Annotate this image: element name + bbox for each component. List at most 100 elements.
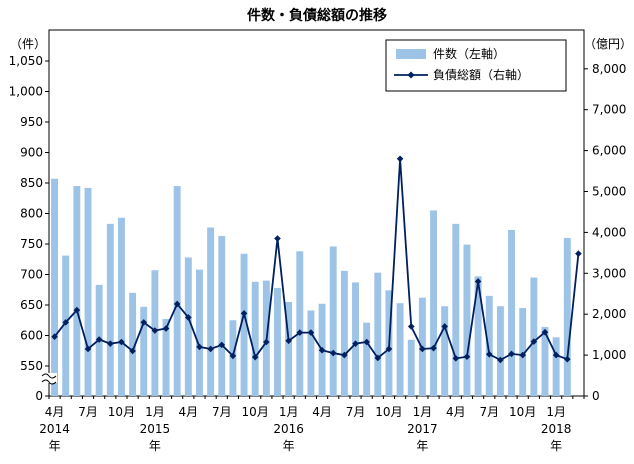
bar-count [452, 223, 460, 396]
line-point [229, 352, 237, 360]
x-tick-label: 7月 [479, 405, 499, 419]
right-axis-unit: （億円） [584, 37, 632, 51]
right-tick-label: 4,000 [592, 225, 626, 239]
line-point [73, 306, 81, 314]
line-point [519, 351, 526, 359]
bar-count [530, 277, 538, 396]
bar-count [73, 186, 81, 396]
bar-count [62, 255, 70, 396]
x-tick-label: 年 [416, 439, 428, 453]
bar-count [396, 303, 404, 396]
left-tick-label: 1,050 [9, 54, 43, 68]
line-point [329, 349, 337, 357]
x-tick-label: 1月 [145, 405, 165, 419]
bar-count [207, 227, 215, 396]
line-point [185, 314, 192, 321]
x-tick-label: 4月 [446, 405, 466, 419]
bar-count [352, 282, 359, 396]
bar-count [552, 337, 560, 396]
bar-count [485, 295, 493, 396]
right-tick-label: 8,000 [592, 62, 626, 76]
bar-count [173, 186, 181, 396]
bar-count [329, 246, 337, 396]
bar-count [363, 322, 371, 396]
line-point [118, 338, 125, 346]
line-point [196, 343, 203, 351]
right-tick-label: 3,000 [592, 266, 626, 280]
bar-count [441, 306, 449, 396]
left-tick-label: 1,000 [9, 85, 43, 99]
left-tick-label: 550 [20, 359, 43, 373]
line-point [396, 155, 404, 163]
right-tick-label: 5,000 [592, 185, 626, 199]
line-point [95, 336, 103, 343]
line-point [352, 340, 359, 347]
legend-label-count: 件数（左軸） [433, 46, 505, 61]
bar-count [51, 178, 59, 396]
bar-count [196, 269, 203, 396]
left-tick-label: 700 [20, 268, 43, 282]
legend: 件数（左軸） 負債総額（右軸） [385, 39, 567, 92]
right-tick-label: 1,000 [592, 348, 626, 362]
x-tick-label: 2014 [39, 422, 70, 436]
axis-break-mask [41, 373, 57, 383]
bar-count [240, 253, 248, 396]
right-tick-label: 2,000 [592, 307, 626, 321]
bar-count [563, 237, 571, 396]
x-tick-label: 10月 [242, 405, 269, 419]
x-tick-label: 年 [283, 439, 295, 453]
x-tick-label: 10月 [509, 405, 536, 419]
bar-count [374, 272, 382, 396]
bar-count [541, 326, 549, 396]
bar-count [274, 287, 281, 396]
line-point [62, 319, 70, 326]
x-tick-label: 4月 [312, 405, 332, 419]
line-point [385, 345, 393, 353]
x-tick-label: 10月 [108, 405, 135, 419]
line-point [363, 338, 370, 346]
right-tick-label: 6,000 [592, 144, 626, 158]
line-point [530, 338, 538, 345]
line-point [207, 345, 214, 353]
bar-count [218, 236, 226, 396]
line-point [263, 338, 270, 346]
line-point [218, 341, 226, 349]
line-point [318, 346, 326, 354]
legend-label-debt: 負債総額（右軸） [433, 67, 529, 82]
x-tick-label: 1月 [279, 405, 299, 419]
bar-count [106, 223, 114, 396]
line-point [497, 356, 504, 364]
line-point [463, 353, 471, 361]
left-tick-label: 800 [20, 207, 43, 221]
line-point [407, 323, 415, 330]
line-point [419, 345, 426, 353]
line-point [84, 345, 92, 353]
line-point [508, 350, 515, 358]
left-axis-unit: （件） [10, 37, 46, 51]
line-point [173, 300, 181, 308]
right-tick-label: 0 [592, 389, 600, 403]
left-tick-label: 0 [35, 389, 43, 403]
bar-count [117, 217, 125, 396]
bar-count [474, 276, 482, 396]
line-point [51, 333, 58, 340]
left-tick-label: 850 [20, 176, 43, 190]
bar-count [184, 257, 192, 396]
left-tick-label: 750 [20, 237, 43, 251]
line-point [240, 310, 248, 317]
bar-count [496, 306, 504, 396]
line-point [474, 278, 482, 285]
x-tick-label: 7月 [346, 405, 366, 419]
left-tick-label: 900 [20, 146, 43, 160]
line-point [552, 351, 560, 359]
x-tick-label: 10月 [375, 405, 402, 419]
x-tick-label: 4月 [45, 405, 65, 419]
line-point [341, 351, 348, 359]
bar-count [407, 339, 415, 396]
line-point [452, 355, 460, 362]
right-tick-label: 7,000 [592, 103, 626, 117]
line-point [251, 353, 259, 361]
line-point [307, 329, 315, 336]
bar-count [430, 210, 437, 396]
